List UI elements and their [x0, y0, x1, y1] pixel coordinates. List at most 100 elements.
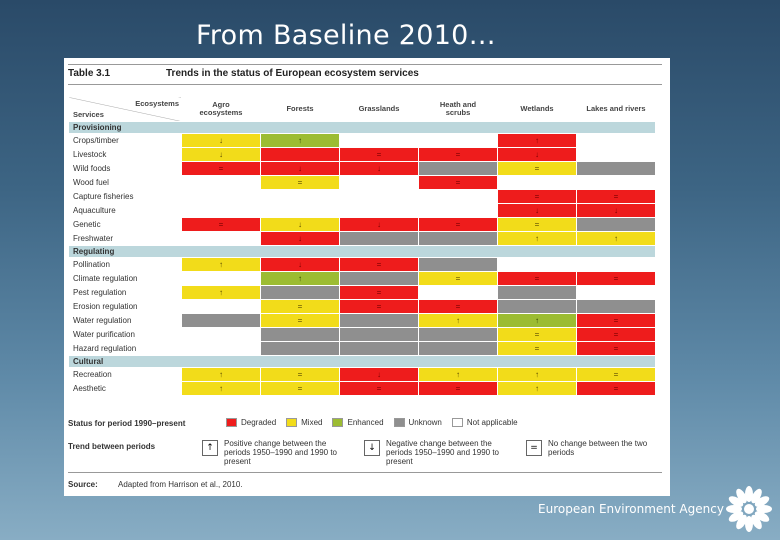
table-row: Climate regulation ↑ = = =: [68, 271, 656, 286]
table-row: Aquaculture ↓ ↓: [68, 203, 656, 218]
status-cell: [260, 189, 340, 204]
status-cell: =: [576, 341, 656, 356]
table-row: Hazard regulation = =: [68, 341, 656, 356]
status-cell: =: [576, 381, 656, 396]
status-cell: =: [576, 367, 656, 382]
status-cell: =: [339, 299, 419, 314]
status-cell: [497, 257, 577, 272]
status-cell: =: [497, 327, 577, 342]
service-label: Livestock: [68, 147, 182, 162]
service-label: Wood fuel: [68, 175, 182, 190]
table-row: Pest regulation ↑ =: [68, 285, 656, 300]
legend-swatch: [286, 418, 298, 428]
status-cell: =: [497, 189, 577, 204]
status-cell: ↑: [181, 381, 261, 396]
status-cell: [418, 327, 498, 342]
status-cell: [339, 341, 419, 356]
trend-description: No change between the two periods: [548, 439, 648, 457]
source-text: Adapted from Harrison et al., 2010.: [118, 480, 243, 489]
status-cell: [576, 299, 656, 314]
table-row: Erosion regulation = = =: [68, 299, 656, 314]
table-row: Wild foods = ↓ ↓ =: [68, 161, 656, 176]
source-label: Source:: [68, 480, 98, 489]
status-cell: [576, 175, 656, 190]
service-label: Climate regulation: [68, 271, 182, 286]
service-label: Hazard regulation: [68, 341, 182, 356]
legend-label: Enhanced: [347, 418, 384, 427]
logo-ray: [728, 496, 744, 507]
status-legend-title: Status for period 1990–present: [68, 419, 186, 428]
status-cell: =: [576, 189, 656, 204]
status-cell: =: [576, 271, 656, 286]
logo-ray: [751, 514, 762, 530]
service-label: Aesthetic: [68, 381, 182, 396]
status-cell: [181, 299, 261, 314]
status-cell: ↑: [260, 133, 340, 148]
service-label: Wild foods: [68, 161, 182, 176]
status-cell: ↑: [181, 285, 261, 300]
status-cell: =: [181, 161, 261, 176]
service-label: Water purification: [68, 327, 182, 342]
status-cell: ↓: [260, 257, 340, 272]
table-row: Genetic = ↓ ↓ = =: [68, 217, 656, 232]
ecosystem-services-table: Ecosystems Services Agro ecosystems Forests…: [68, 96, 656, 396]
status-cell: ↑: [181, 367, 261, 382]
service-label: Pest regulation: [68, 285, 182, 300]
status-cell: [418, 341, 498, 356]
status-cell: [181, 327, 261, 342]
service-label: Recreation: [68, 367, 182, 382]
table-row: Crops/timber ↓ ↑ ↑: [68, 133, 656, 148]
legend-label: Unknown: [408, 418, 442, 427]
status-cell: ↑: [497, 133, 577, 148]
status-cell: =: [260, 299, 340, 314]
status-cell: [260, 341, 340, 356]
table-number: Table 3.1: [68, 68, 111, 79]
status-cell: [260, 203, 340, 218]
table-caption: Trends in the status of European ecosyst…: [166, 68, 419, 79]
status-cell: ↓: [497, 147, 577, 162]
status-cell: [339, 231, 419, 246]
logo-ray: [751, 488, 762, 504]
trend-symbol-icon: ↓: [364, 440, 380, 456]
status-cell: ↓: [339, 217, 419, 232]
service-label: Capture fisheries: [68, 189, 182, 204]
status-cell: =: [339, 257, 419, 272]
source-rule: [68, 472, 662, 473]
status-cell: ↓: [339, 367, 419, 382]
section-header: Cultural: [68, 355, 656, 368]
column-header: Lakes and rivers: [576, 96, 656, 122]
column-header: Heath and scrubs: [418, 96, 498, 122]
column-header: Agro ecosystems: [181, 96, 261, 122]
table-row: Recreation ↑ = ↓ ↑ ↑ =: [68, 367, 656, 382]
status-cell: ↑: [497, 313, 577, 328]
status-cell: [497, 175, 577, 190]
status-cell: [418, 285, 498, 300]
status-cell: =: [260, 175, 340, 190]
table-row: Livestock ↓ = = ↓: [68, 147, 656, 162]
service-label: Aquaculture: [68, 203, 182, 218]
trend-legend-title: Trend between periods: [68, 442, 156, 451]
table-row: Capture fisheries = =: [68, 189, 656, 204]
status-cell: [260, 327, 340, 342]
status-cell: =: [576, 313, 656, 328]
status-cell: =: [418, 299, 498, 314]
status-cell: [497, 285, 577, 300]
status-cell: ↓: [339, 161, 419, 176]
status-cell: =: [418, 217, 498, 232]
trend-description: Negative change between the periods 1950…: [386, 439, 499, 466]
status-cell: ↑: [576, 231, 656, 246]
status-cell: [339, 175, 419, 190]
status-cell: [339, 133, 419, 148]
status-cell: ↓: [181, 147, 261, 162]
corner-services-label: Services: [73, 110, 104, 119]
status-cell: ↓: [576, 203, 656, 218]
status-cell: [260, 147, 340, 162]
service-label: Water regulation: [68, 313, 182, 328]
trend-symbol-icon: =: [526, 440, 542, 456]
status-cell: [418, 257, 498, 272]
status-cell: [497, 299, 577, 314]
status-cell: [181, 313, 261, 328]
corner-ecosystems-label: Ecosystems: [135, 99, 179, 108]
logo-ray: [754, 496, 770, 507]
table-row: Pollination ↑ ↓ =: [68, 257, 656, 272]
